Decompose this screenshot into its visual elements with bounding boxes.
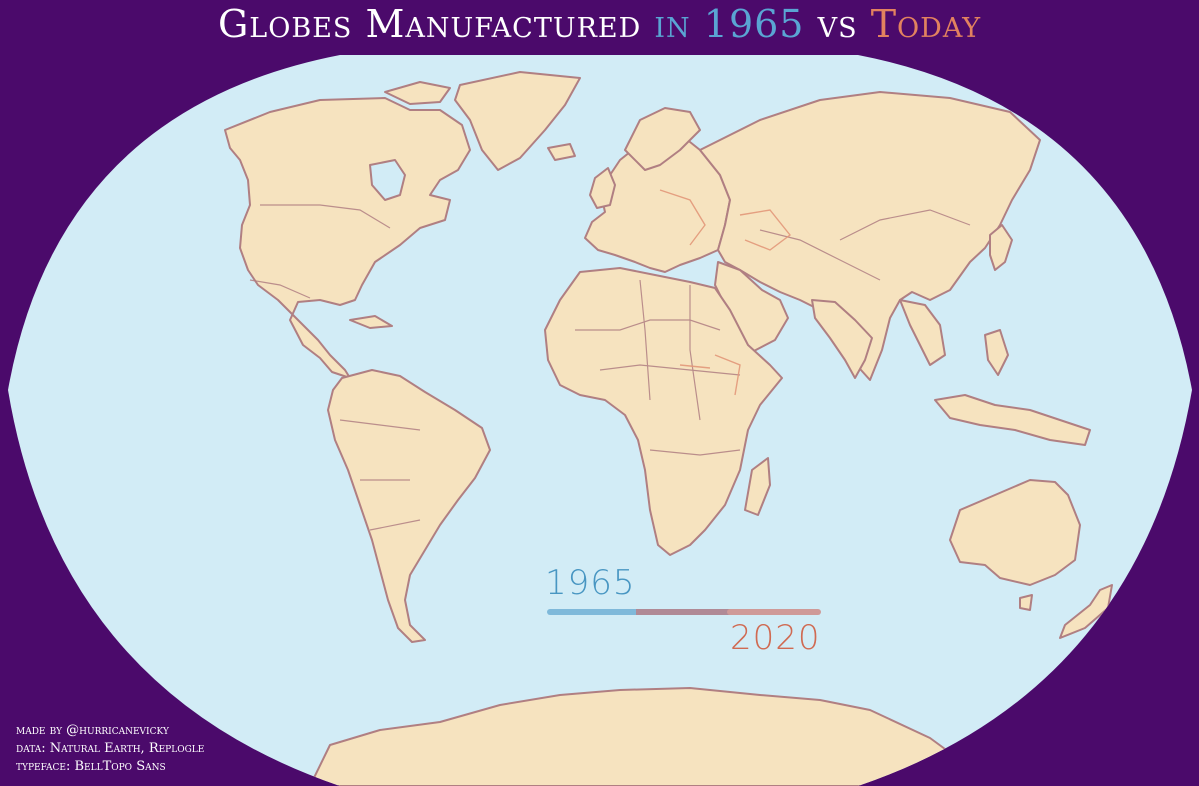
title-part-1965: 1965 bbox=[703, 2, 805, 46]
cuba bbox=[349, 315, 393, 329]
border-africa-north bbox=[575, 319, 721, 331]
map-title: Globes Manufactured in 1965 vs Today bbox=[0, 2, 1199, 46]
border-africa-vertical bbox=[639, 279, 701, 421]
southeast-asia bbox=[899, 299, 946, 366]
title-part-vs: vs bbox=[817, 2, 858, 46]
japan bbox=[989, 224, 1013, 271]
border-asia-china bbox=[839, 209, 971, 241]
madagascar bbox=[744, 457, 771, 516]
tasmania bbox=[1019, 594, 1033, 611]
border-today-central-asia bbox=[739, 209, 791, 251]
india bbox=[811, 299, 873, 379]
title-part-in: in bbox=[654, 2, 691, 46]
title-part-globes-manufactured: Globes Manufactured bbox=[217, 2, 642, 46]
indonesia bbox=[934, 394, 1091, 446]
greenland bbox=[454, 71, 581, 171]
uk bbox=[589, 167, 616, 209]
border-us-mexico bbox=[249, 279, 311, 299]
north-america bbox=[224, 97, 471, 379]
border-asia-central bbox=[759, 229, 881, 281]
philippines bbox=[984, 329, 1009, 376]
legend-label-1965: 1965 bbox=[545, 563, 636, 603]
border-today-sudan bbox=[679, 364, 711, 369]
hudson-bay bbox=[369, 159, 406, 201]
asia bbox=[699, 91, 1041, 381]
border-today-eastern-europe bbox=[659, 189, 706, 246]
border-today-horn-africa bbox=[714, 354, 741, 396]
africa bbox=[544, 267, 783, 556]
arctic-islands bbox=[384, 81, 451, 105]
australia bbox=[949, 479, 1081, 586]
border-south-america bbox=[339, 419, 421, 531]
iceland bbox=[547, 143, 576, 161]
border-us-canada bbox=[260, 204, 391, 229]
border-africa-south bbox=[649, 449, 741, 456]
title-part-today: Today bbox=[870, 2, 982, 46]
border-africa-mid bbox=[599, 364, 741, 376]
credits: made by @hurricanevicky data: Natural Ea… bbox=[16, 722, 204, 776]
legend-label-2020: 2020 bbox=[730, 618, 821, 658]
credit-typeface: typeface: BellTopo Sans bbox=[16, 759, 166, 774]
south-america bbox=[327, 369, 491, 643]
credit-data: data: Natural Earth, Replogle bbox=[16, 741, 205, 756]
scandinavia bbox=[624, 107, 701, 171]
credit-author: made by @hurricanevicky bbox=[16, 723, 169, 738]
new-zealand bbox=[1059, 584, 1113, 639]
